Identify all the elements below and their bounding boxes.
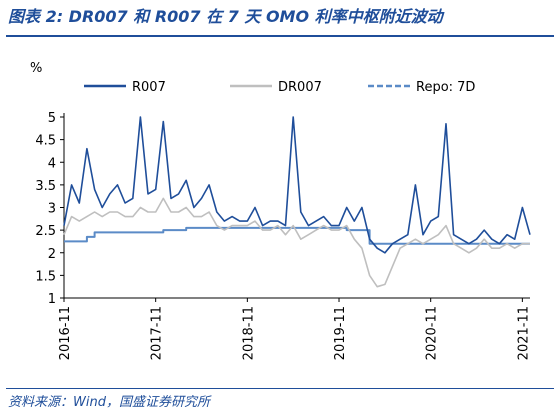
y-tick-label: 2.5 [35, 224, 56, 239]
series-line-dr007 [63, 197, 530, 288]
series-line-repo-7d [64, 226, 530, 245]
plot-area [63, 116, 531, 288]
x-axis: 2016-11 2017-11 2018-11 2019-11 2020-11 2021-… [58, 297, 531, 360]
title-divider [6, 35, 554, 37]
y-tick-label: 1.5 [35, 269, 56, 284]
x-tick-label: 2016-11 [58, 306, 73, 360]
x-tick-label: 2017-11 [150, 306, 165, 360]
chart-title: 图表 2: DR007 和 R007 在 7 天 OMO 利率中枢附近波动 [8, 7, 443, 26]
x-tick-label: 2020-11 [425, 306, 440, 360]
x-tick-label: 2021-11 [516, 306, 531, 360]
legend-label: R007 [132, 80, 166, 95]
y-tick-label: 5 [48, 111, 56, 126]
y-tick-label: 1 [48, 292, 56, 307]
legend-label: DR007 [278, 80, 322, 95]
line-chart: % R007 DR007 Repo: 7D 1 1.5 2 2.5 3 3.5 4 4.5 5 20… [30, 61, 531, 360]
y-tick-label: 4.5 [35, 134, 56, 149]
y-axis-unit-label: % [30, 61, 42, 76]
series-line-r007 [63, 116, 531, 254]
y-tick-label: 4 [48, 156, 56, 171]
legend: R007 DR007 Repo: 7D [84, 80, 475, 95]
y-tick-label: 3.5 [35, 179, 56, 194]
source-divider [6, 388, 554, 389]
legend-label: Repo: 7D [416, 80, 475, 95]
y-axis: 1 1.5 2 2.5 3 3.5 4 4.5 5 [35, 111, 65, 307]
x-tick-label: 2019-11 [333, 306, 348, 360]
x-tick-label: 2018-11 [241, 306, 256, 360]
y-tick-label: 3 [48, 202, 56, 217]
source-note: 资料来源：Wind，国盛证券研究所 [8, 395, 210, 410]
y-tick-label: 2 [48, 247, 56, 262]
